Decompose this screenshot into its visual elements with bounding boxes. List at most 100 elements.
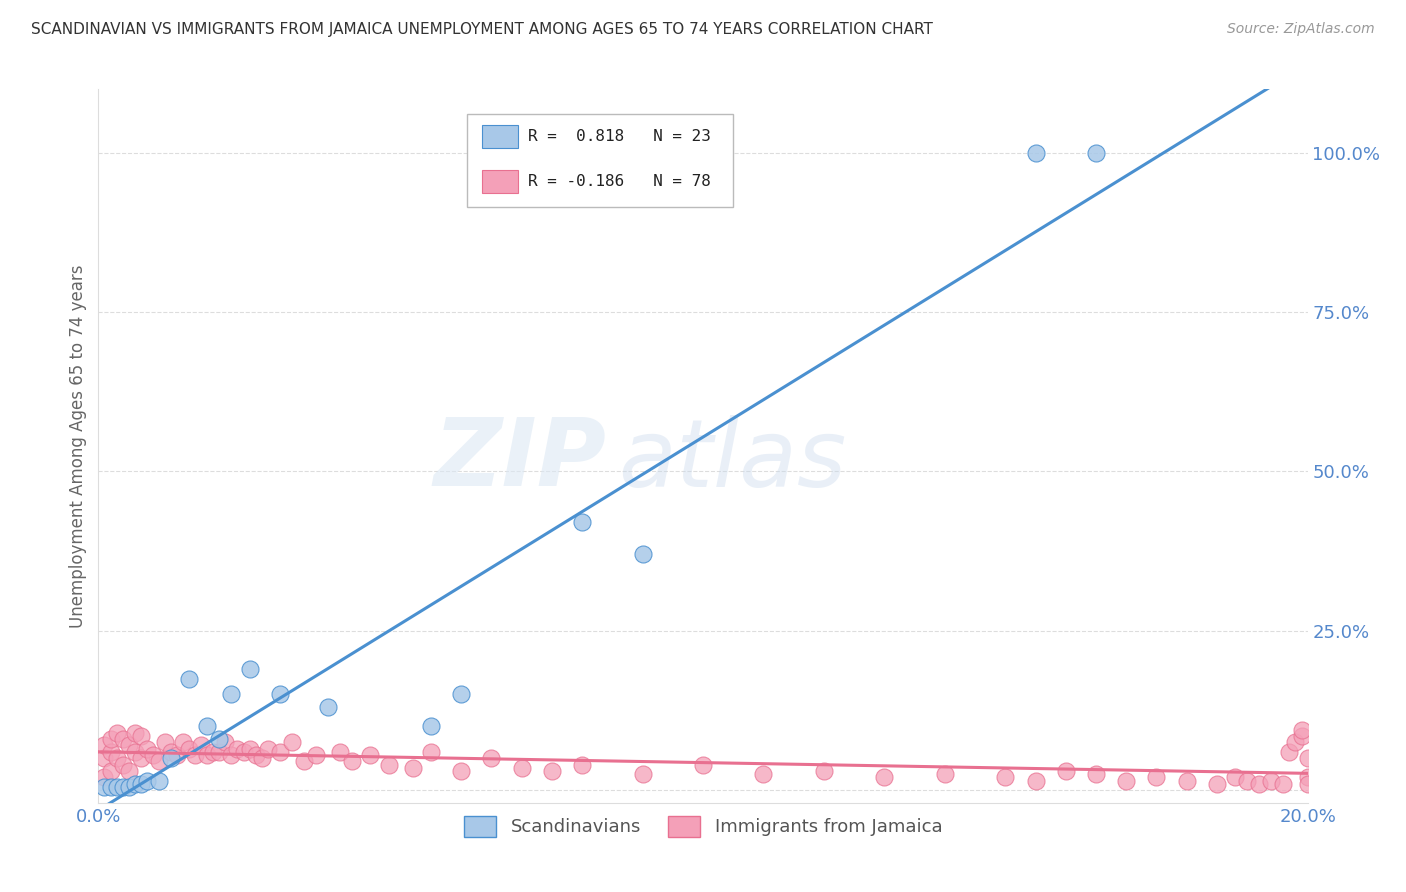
Point	[571, 516, 593, 530]
Point	[873, 770, 896, 784]
Point	[1284, 735, 1306, 749]
Point	[1175, 773, 1198, 788]
Point	[1144, 770, 1167, 784]
Point	[142, 747, 165, 762]
Point	[1272, 777, 1295, 791]
Point	[118, 764, 141, 778]
Point	[195, 747, 218, 762]
Point	[292, 755, 315, 769]
Point	[166, 747, 188, 762]
Point	[153, 735, 176, 749]
Point	[93, 739, 115, 753]
Point	[692, 757, 714, 772]
Point	[190, 739, 212, 753]
Point	[256, 741, 278, 756]
Text: SCANDINAVIAN VS IMMIGRANTS FROM JAMAICA UNEMPLOYMENT AMONG AGES 65 TO 74 YEARS C: SCANDINAVIAN VS IMMIGRANTS FROM JAMAICA …	[31, 22, 932, 37]
Point	[269, 688, 291, 702]
Point	[100, 732, 122, 747]
Point	[1260, 773, 1282, 788]
Point	[281, 735, 304, 749]
Point	[571, 757, 593, 772]
Point	[269, 745, 291, 759]
Point	[420, 745, 443, 759]
Point	[195, 719, 218, 733]
Point	[232, 745, 254, 759]
Point	[377, 757, 399, 772]
Point	[1249, 777, 1271, 791]
Point	[540, 764, 562, 778]
Point	[135, 741, 157, 756]
Point	[221, 747, 243, 762]
Point	[420, 719, 443, 733]
Point	[93, 780, 115, 794]
Point	[1024, 773, 1046, 788]
Text: Source: ZipAtlas.com: Source: ZipAtlas.com	[1227, 22, 1375, 37]
Point	[226, 741, 249, 756]
Point	[208, 732, 231, 747]
Point	[184, 747, 207, 762]
Point	[1296, 770, 1319, 784]
Point	[360, 747, 382, 762]
Point	[105, 751, 128, 765]
Point	[124, 777, 146, 791]
Point	[1054, 764, 1077, 778]
Point	[481, 751, 503, 765]
Point	[316, 700, 339, 714]
Y-axis label: Unemployment Among Ages 65 to 74 years: Unemployment Among Ages 65 to 74 years	[69, 264, 87, 628]
Point	[1206, 777, 1229, 791]
Point	[129, 729, 152, 743]
Point	[1223, 770, 1246, 784]
Point	[1115, 773, 1137, 788]
Point	[148, 773, 170, 788]
Point	[100, 745, 122, 759]
Point	[124, 745, 146, 759]
Point	[105, 780, 128, 794]
Point	[1296, 751, 1319, 765]
Point	[1236, 773, 1258, 788]
Point	[813, 764, 835, 778]
Point	[305, 747, 328, 762]
Point	[752, 767, 775, 781]
Point	[1085, 767, 1108, 781]
Point	[450, 764, 472, 778]
Point	[93, 770, 115, 784]
Point	[160, 745, 183, 759]
Point	[1291, 729, 1313, 743]
Point	[239, 662, 262, 676]
Point	[111, 732, 134, 747]
Point	[172, 735, 194, 749]
FancyBboxPatch shape	[482, 169, 517, 193]
Point	[148, 755, 170, 769]
Point	[510, 761, 533, 775]
Point	[202, 745, 225, 759]
Point	[239, 741, 262, 756]
Point	[179, 672, 201, 686]
Point	[221, 688, 243, 702]
Point	[450, 688, 472, 702]
Point	[129, 751, 152, 765]
Point	[214, 735, 236, 749]
Point	[250, 751, 273, 765]
Text: ZIP: ZIP	[433, 414, 606, 507]
Point	[1085, 145, 1108, 160]
Point	[118, 780, 141, 794]
Point	[1296, 777, 1319, 791]
Point	[631, 547, 654, 561]
Point	[124, 725, 146, 739]
Point	[342, 755, 364, 769]
Point	[1278, 745, 1301, 759]
Point	[135, 773, 157, 788]
Point	[105, 725, 128, 739]
FancyBboxPatch shape	[467, 114, 734, 207]
Point	[934, 767, 956, 781]
Text: R = -0.186   N = 78: R = -0.186 N = 78	[527, 174, 710, 189]
Point	[100, 780, 122, 794]
Point	[118, 739, 141, 753]
Point	[208, 745, 231, 759]
Point	[1024, 145, 1046, 160]
Point	[111, 757, 134, 772]
Point	[631, 767, 654, 781]
Point	[129, 777, 152, 791]
Point	[93, 751, 115, 765]
Point	[402, 761, 425, 775]
